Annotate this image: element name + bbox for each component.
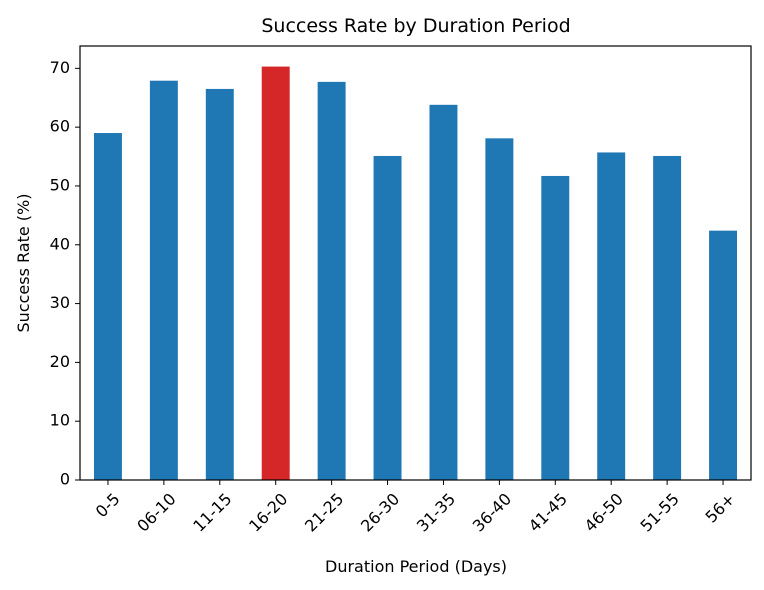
- bar-36-40: [485, 138, 514, 480]
- bar-16-20: [261, 66, 290, 481]
- x-tick-label: 06-10: [133, 489, 179, 535]
- x-tick-label: 36-40: [469, 489, 515, 535]
- y-tick-label: 70: [50, 58, 70, 77]
- bar-21-25: [317, 81, 346, 481]
- bar-11-15: [205, 88, 234, 481]
- x-tick-label: 0-5: [92, 489, 124, 521]
- bar-41-45: [541, 175, 570, 480]
- y-tick-label: 30: [50, 293, 70, 312]
- x-axis-title: Duration Period (Days): [325, 557, 507, 576]
- bar-56+: [709, 230, 738, 480]
- y-tick-label: 50: [50, 175, 70, 194]
- y-axis-title: Success Rate (%): [14, 194, 33, 333]
- bar-31-35: [429, 104, 458, 480]
- x-tick-label: 16-20: [245, 489, 291, 535]
- bar-46-50: [597, 152, 626, 480]
- bars-group: [93, 66, 738, 481]
- bar-51-55: [653, 155, 682, 480]
- x-tick-label: 41-45: [525, 489, 571, 535]
- x-tick-label: 26-30: [357, 489, 403, 535]
- x-axis: 0-5 06-10 11-15 16-20 21-25 26-30 31-35 36-40 41…: [92, 480, 739, 536]
- y-tick-label: 20: [50, 352, 70, 371]
- y-tick-label: 60: [50, 117, 70, 136]
- y-axis: 0 10 20 30 40 50 60 70: [50, 58, 80, 489]
- x-tick-label: 51-55: [637, 489, 683, 535]
- x-tick-label: 56+: [701, 489, 738, 526]
- y-tick-label: 0: [60, 470, 70, 489]
- x-tick-label: 31-35: [413, 489, 459, 535]
- y-tick-label: 40: [50, 234, 70, 253]
- y-tick-label: 10: [50, 411, 70, 430]
- x-tick-label: 11-15: [189, 489, 235, 535]
- x-tick-label: 46-50: [581, 489, 627, 535]
- bar-0-5: [93, 133, 122, 481]
- chart-title: Success Rate by Duration Period: [261, 15, 570, 37]
- bar-06-10: [149, 80, 178, 481]
- x-tick-label: 21-25: [301, 489, 347, 535]
- plot-frame: [79, 45, 752, 481]
- bar-26-30: [373, 155, 402, 480]
